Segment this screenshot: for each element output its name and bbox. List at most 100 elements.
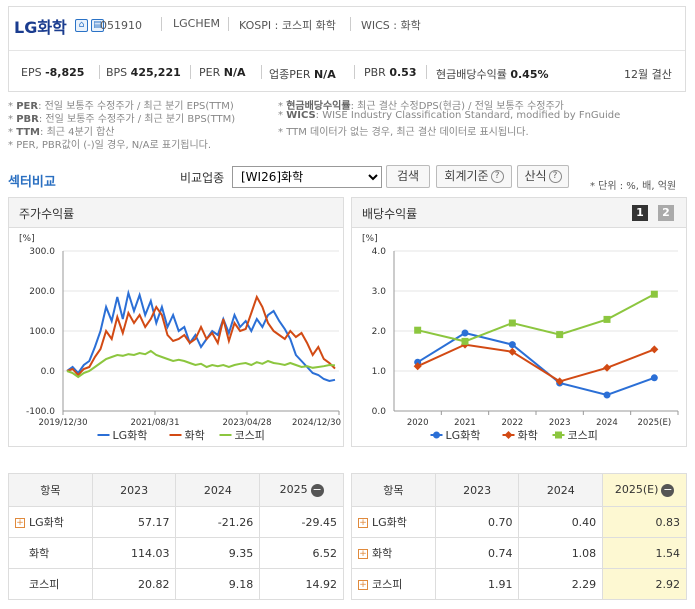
expand-icon[interactable]: + — [15, 518, 25, 528]
help-icon: ? — [548, 170, 562, 183]
column-header: 항목 — [8, 473, 93, 507]
y-axis-unit: [%] — [19, 234, 35, 244]
page-1-button[interactable]: 1 — [632, 205, 648, 221]
divider — [261, 65, 262, 79]
data-point-chemical-industry — [555, 377, 564, 386]
note-dividend-yield: * 현금배당수익률: 최근 결산 수정DPS(현금) / 전일 보통주 수정주가 — [278, 101, 564, 112]
row-label: 코스피 — [8, 568, 93, 600]
wics-info: WICS : 화학 — [361, 19, 421, 32]
column-header: 항목 — [351, 473, 436, 507]
expand-icon[interactable]: + — [358, 580, 368, 590]
home-icon[interactable]: ⌂ — [75, 19, 88, 32]
data-point-chemical-industry — [650, 345, 659, 354]
legend-label-lg-chem: LG화학 — [113, 429, 148, 442]
row-label[interactable]: + LG화학 — [351, 506, 436, 538]
data-point-kospi — [508, 319, 516, 327]
series-line-chemical-industry — [66, 294, 336, 377]
table-cell: 114.03 — [91, 537, 177, 569]
x-tick-label: 2019/12/30 — [39, 418, 88, 428]
note-ttm-fallback: * TTM 데이터가 없는 경우, 최근 결산 데이터로 표시됩니다. — [278, 127, 529, 138]
accounting-label: 회계기준 — [444, 169, 489, 183]
unit-label: * 단위 : %, 배, 억원 — [590, 181, 677, 192]
table-header-row: 항목 2023 2024 2025(E) − — [351, 473, 687, 507]
table-row: + 화학 0.74 1.08 1.54 — [351, 537, 687, 569]
data-point-kospi — [650, 290, 658, 298]
stat-bps: BPS 425,221 — [106, 66, 181, 79]
series-line-lg-chem — [66, 289, 336, 383]
note-pbr: * PBR: 전일 보통주 수정주가 / 최근 분기 BPS(TTM) — [8, 114, 236, 125]
row-label: 화학 — [8, 537, 93, 569]
table-header-row: 항목 2023 2024 2025− — [8, 473, 344, 507]
stat-dividend-yield: 현금배당수익률 0.45% — [436, 68, 549, 81]
note-ttm: * TTM: 최근 4분기 합산 — [8, 127, 115, 138]
stat-eps: EPS -8,825 — [21, 66, 85, 79]
collapse-icon[interactable]: − — [310, 482, 324, 497]
price-return-panel: 주가수익률 [%] 300.0 200.0 100.0 0.0 -100.0 2019/12… — [8, 197, 344, 447]
y-tick-label: 3.0 — [372, 287, 387, 297]
divider — [350, 17, 351, 31]
dividend-yield-title: 배당수익률 — [352, 198, 686, 228]
column-header: 2023 — [91, 473, 177, 507]
y-tick-label: 200.0 — [29, 287, 55, 297]
dividend-yield-panel: 배당수익률 1 2 [%] 4.0 3.0 2.0 1.0 0.0 2020 2021 2022… — [351, 197, 687, 447]
formula-button[interactable]: 산식? — [517, 165, 569, 188]
dividend-yield-chart: [%] 4.0 3.0 2.0 1.0 0.0 2020 2021 2022 2023 2024 20… — [362, 234, 679, 442]
row-label[interactable]: + 코스피 — [351, 568, 436, 600]
column-header: 2024 — [175, 473, 261, 507]
industry-select[interactable]: [WI26]화학 — [232, 166, 382, 188]
stock-code: 051910 — [100, 19, 142, 32]
x-tick-label: 2021/08/31 — [131, 418, 180, 428]
divider — [228, 17, 229, 31]
table-cell: 14.92 — [259, 568, 344, 600]
legend-marker-kospi — [555, 431, 562, 439]
collapse-icon[interactable]: − — [661, 482, 675, 497]
table-cell: -29.45 — [259, 506, 344, 538]
y-tick-label: 100.0 — [29, 327, 55, 337]
page-2-button[interactable]: 2 — [658, 205, 674, 221]
table-cell: 2.29 — [518, 568, 604, 600]
note-negative: * PER, PBR값이 (-)일 경우, N/A로 표기됩니다. — [8, 140, 212, 151]
y-tick-label: 0.0 — [372, 407, 387, 417]
legend-label-lg-chem: LG화학 — [446, 429, 481, 442]
legend-label-chemical-industry: 화학 — [518, 429, 538, 442]
data-point-chemical-industry — [603, 363, 611, 372]
series-line-kospi — [66, 349, 336, 379]
y-tick-label: 0.0 — [41, 367, 56, 377]
company-header — [8, 6, 686, 92]
series-line-lg-chem — [417, 331, 655, 397]
data-point-chemical-industry — [508, 347, 517, 356]
row-label[interactable]: + LG화학 — [8, 506, 93, 538]
expand-icon[interactable]: + — [358, 549, 368, 559]
settlement-month: 12월 결산 — [624, 68, 672, 81]
y-axis-unit: [%] — [362, 234, 378, 244]
price-return-table: 항목 2023 2024 2025− + LG화학 57.17 -21.26 -2… — [8, 473, 344, 600]
price-return-title: 주가수익률 — [9, 198, 343, 228]
table-cell: 57.17 — [91, 506, 177, 538]
table-cell: 1.54 — [602, 537, 687, 569]
row-label[interactable]: + 화학 — [351, 537, 436, 569]
y-tick-label: -100.0 — [26, 407, 55, 417]
table-cell: 0.74 — [434, 537, 520, 569]
company-name[interactable]: LG화학 — [14, 18, 67, 37]
x-tick-label: 2025(E) — [638, 418, 672, 428]
table-row: + LG화학 57.17 -21.26 -29.45 — [8, 506, 344, 538]
accounting-standard-button[interactable]: 회계기준? — [436, 165, 512, 188]
table-cell: 0.40 — [518, 506, 604, 538]
legend-marker-lg-chem — [433, 431, 440, 439]
expand-icon[interactable]: + — [358, 518, 368, 528]
divider — [99, 65, 100, 79]
data-point-kospi — [414, 326, 422, 334]
column-header: 2025(E) − — [602, 473, 687, 507]
help-icon: ? — [490, 170, 504, 183]
search-button[interactable]: 검색 — [386, 165, 430, 188]
table-cell: 0.83 — [602, 506, 687, 538]
dividend-yield-table: 항목 2023 2024 2025(E) − + LG화학 0.70 0.40 0.… — [351, 473, 687, 600]
x-tick-label: 2024/12/30 — [292, 418, 341, 428]
data-point-lg-chem — [461, 329, 469, 337]
table-row: 코스피 20.82 9.18 14.92 — [8, 568, 344, 600]
y-tick-label: 300.0 — [29, 247, 55, 257]
building-icon[interactable]: ▤ — [91, 19, 104, 32]
table-cell: 20.82 — [91, 568, 177, 600]
x-tick-label: 2022 — [502, 418, 524, 428]
legend-label-kospi: 코스피 — [235, 429, 265, 442]
